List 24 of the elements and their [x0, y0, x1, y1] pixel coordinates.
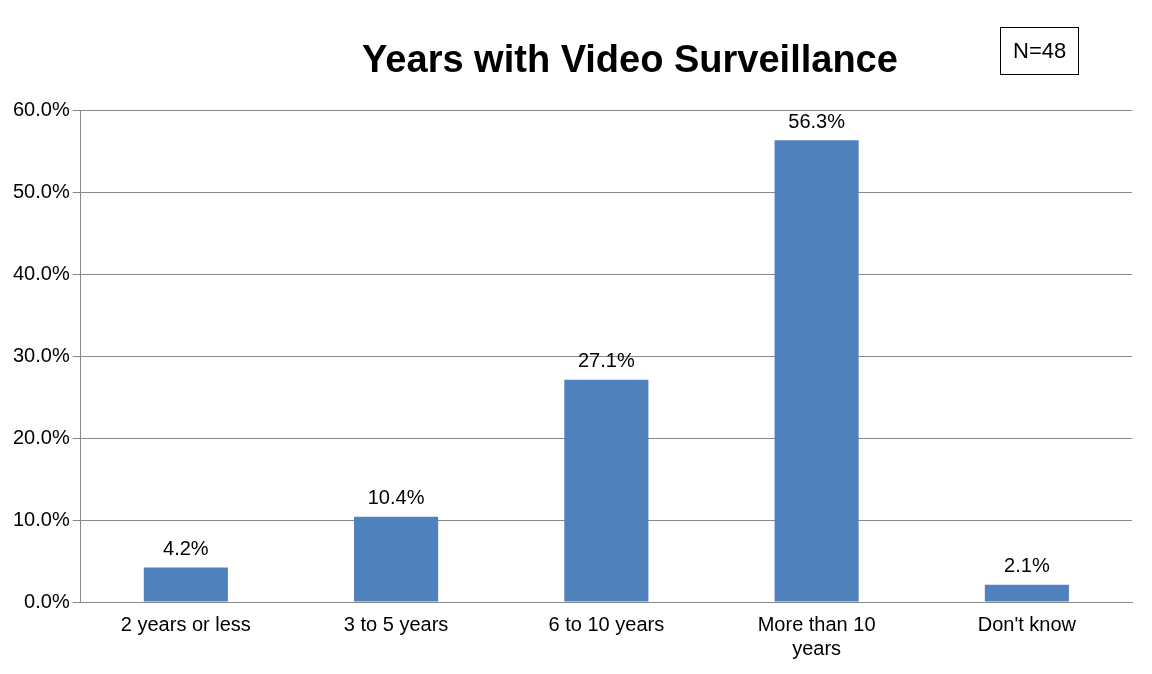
- data-label: 10.4%: [367, 486, 425, 509]
- data-label: 4.2%: [163, 537, 209, 560]
- data-label: 27.1%: [578, 349, 635, 372]
- bar: [354, 516, 439, 602]
- x-tick-label: 6 to 10 years: [548, 612, 665, 635]
- data-label: 2.1%: [1004, 554, 1050, 577]
- y-tick-label: 50.0%: [12, 179, 70, 202]
- bar: [143, 567, 228, 602]
- bar: [774, 140, 859, 602]
- x-tick-label: 3 to 5 years: [343, 612, 449, 635]
- bar: [564, 379, 649, 602]
- y-tick-label: 30.0%: [12, 343, 70, 366]
- bar: [984, 584, 1069, 602]
- y-tick-label: 20.0%: [12, 425, 70, 448]
- x-tick-label: 2 years or less: [120, 612, 251, 635]
- chart-title: Years with Video Surveillance: [362, 38, 898, 80]
- y-tick-label: 40.0%: [12, 261, 70, 284]
- x-tick-label: Don't know: [977, 612, 1077, 635]
- text: N=48: [1000, 27, 1080, 75]
- data-label: 56.3%: [788, 109, 846, 132]
- y-tick-label: 60.0%: [12, 97, 70, 120]
- y-tick-label: 10.0%: [12, 507, 70, 530]
- x-tick-label: More than 10 years: [757, 612, 876, 659]
- y-tick-label: 0.0%: [24, 589, 70, 612]
